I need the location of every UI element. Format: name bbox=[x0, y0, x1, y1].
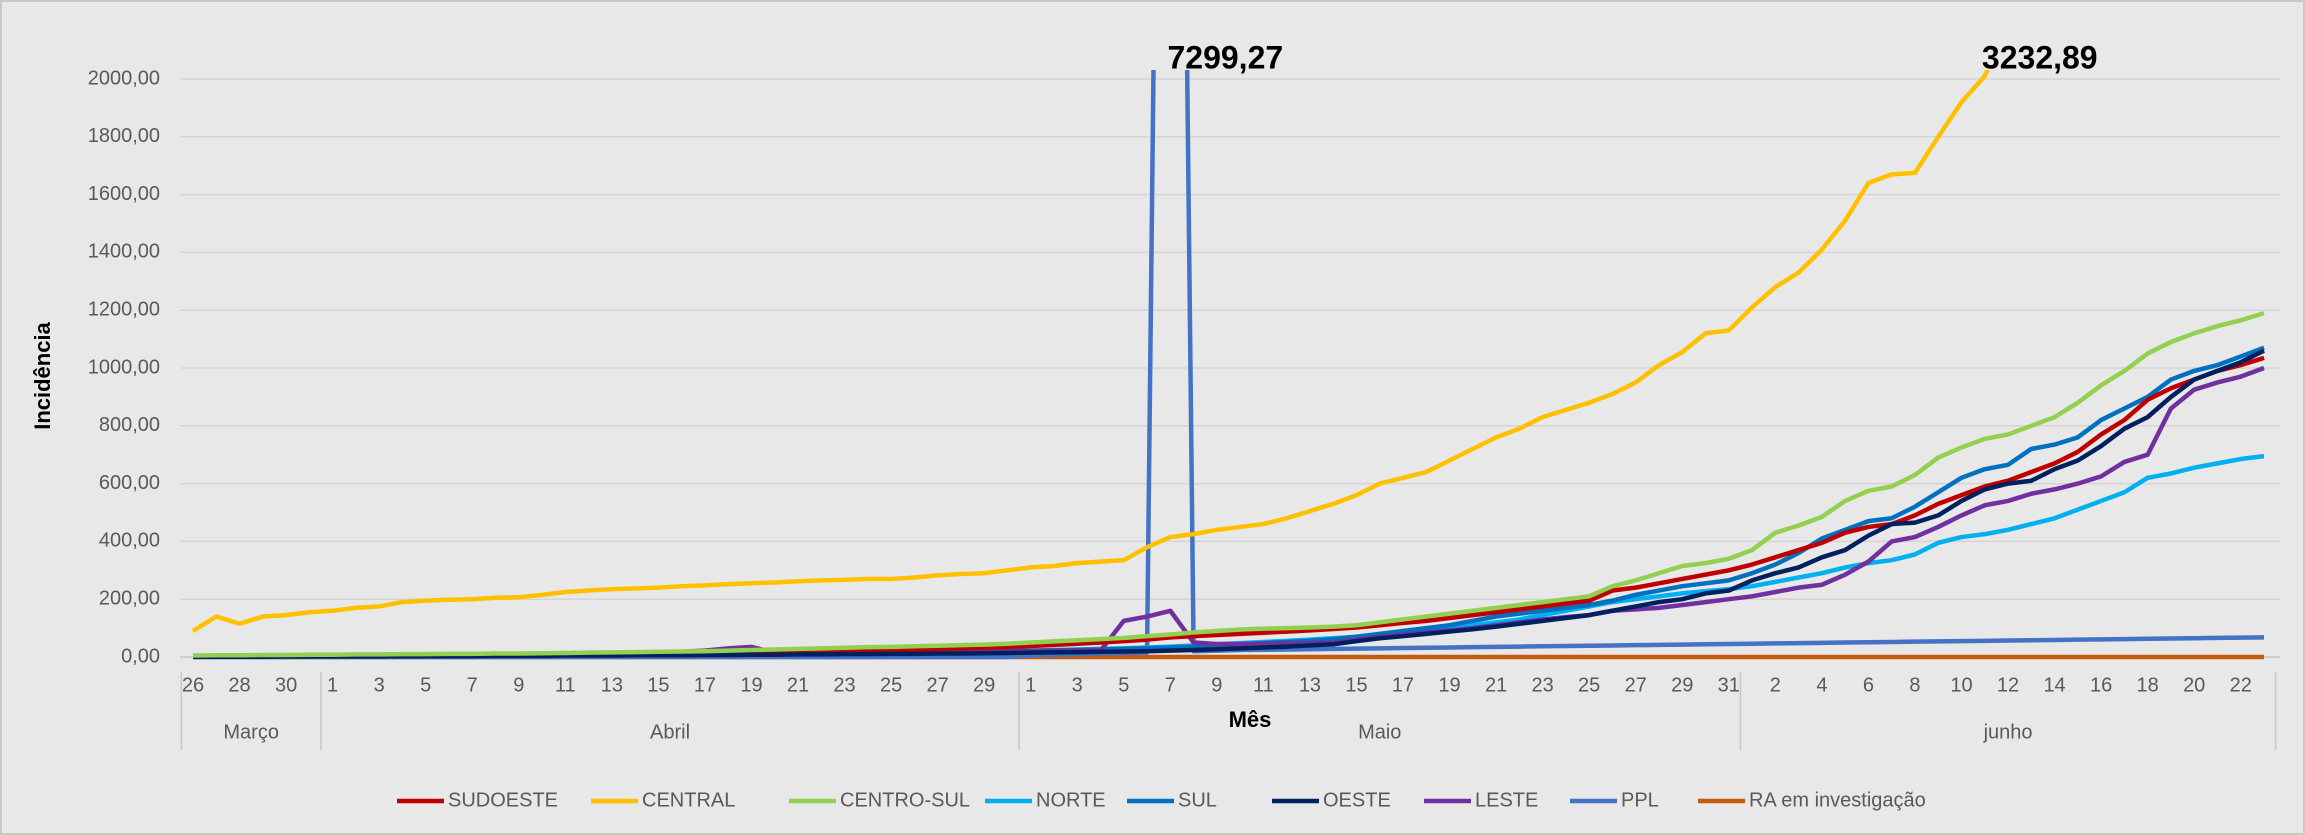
y-tick-label: 1000,00 bbox=[88, 356, 160, 378]
x-tick-label: 15 bbox=[647, 674, 669, 696]
x-tick-label: 17 bbox=[1392, 674, 1414, 696]
x-tick-label: 1 bbox=[327, 674, 338, 696]
y-tick-label: 1400,00 bbox=[88, 241, 160, 263]
x-tick-label: 30 bbox=[275, 674, 297, 696]
x-tick-label: 20 bbox=[2183, 674, 2205, 696]
x-tick-label: 11 bbox=[555, 674, 576, 696]
series-line bbox=[193, 345, 2265, 659]
plot-lines bbox=[191, 70, 2266, 660]
series-line bbox=[193, 453, 2265, 659]
series-line bbox=[191, 70, 1990, 633]
x-tick-label: 19 bbox=[740, 674, 762, 696]
x-tick-label: 10 bbox=[1950, 674, 1972, 696]
x-tick-label: 27 bbox=[927, 674, 949, 696]
legend-label: LESTE bbox=[1475, 789, 1538, 811]
x-tick-label: 31 bbox=[1718, 674, 1740, 696]
y-tick-label: 800,00 bbox=[99, 414, 160, 436]
x-tick-label: 4 bbox=[1816, 674, 1827, 696]
x-tick-label: 11 bbox=[1253, 674, 1274, 696]
x-tick-label: 12 bbox=[1997, 674, 2019, 696]
y-tick-label: 2000,00 bbox=[88, 67, 160, 89]
series-line bbox=[192, 310, 2265, 658]
x-tick-label: 7 bbox=[1165, 674, 1176, 696]
y-tick-label: 1200,00 bbox=[88, 298, 160, 320]
y-tick-label: 0,00 bbox=[121, 645, 160, 667]
x-tick-label: 23 bbox=[1532, 674, 1554, 696]
annotation: 3232,89 bbox=[1982, 39, 2098, 75]
y-axis-label: Incidência bbox=[30, 321, 55, 429]
x-tick-label: 21 bbox=[787, 674, 809, 696]
y-tick-label: 400,00 bbox=[99, 530, 160, 552]
month-label: junho bbox=[1983, 721, 2033, 743]
x-tick-label: 2 bbox=[1770, 674, 1781, 696]
month-label: Março bbox=[223, 721, 279, 743]
x-tick-label: 15 bbox=[1345, 674, 1367, 696]
x-tick-label: 29 bbox=[973, 674, 995, 696]
x-tick-label: 5 bbox=[1118, 674, 1129, 696]
x-tick-label: 8 bbox=[1909, 674, 1920, 696]
x-tick-label: 9 bbox=[1211, 674, 1222, 696]
x-axis-label: Mês bbox=[1229, 707, 1272, 732]
x-tick-label: 21 bbox=[1485, 674, 1507, 696]
y-tick-label: 1800,00 bbox=[88, 125, 160, 147]
legend-label: SUDOESTE bbox=[448, 789, 558, 811]
x-tick-label: 5 bbox=[420, 674, 431, 696]
x-tick-label: 19 bbox=[1438, 674, 1460, 696]
x-tick-label: 9 bbox=[513, 674, 524, 696]
legend-label: CENTRO-SUL bbox=[840, 789, 970, 811]
month-label: Abril bbox=[650, 721, 690, 743]
x-tick-label: 29 bbox=[1671, 674, 1693, 696]
legend-label: NORTE bbox=[1036, 789, 1106, 811]
month-label: Maio bbox=[1358, 721, 1401, 743]
x-tick-label: 7 bbox=[467, 674, 478, 696]
x-tick-label: 25 bbox=[1578, 674, 1600, 696]
annotation: 7299,27 bbox=[1167, 39, 1283, 75]
x-tick-label: 28 bbox=[228, 674, 250, 696]
legend-label: OESTE bbox=[1323, 789, 1391, 811]
legend-label: PPL bbox=[1621, 789, 1659, 811]
x-tick-label: 1 bbox=[1025, 674, 1036, 696]
x-tick-label: 6 bbox=[1863, 674, 1874, 696]
y-tick-label: 600,00 bbox=[99, 472, 160, 494]
legend-label: SUL bbox=[1178, 789, 1217, 811]
x-tick-label: 3 bbox=[1072, 674, 1083, 696]
x-tick-label: 22 bbox=[2230, 674, 2252, 696]
x-tick-label: 17 bbox=[694, 674, 716, 696]
x-tick-label: 26 bbox=[182, 674, 204, 696]
x-tick-label: 25 bbox=[880, 674, 902, 696]
series-line bbox=[193, 348, 2266, 659]
x-tick-label: 18 bbox=[2137, 674, 2159, 696]
y-tick-label: 200,00 bbox=[99, 587, 160, 609]
x-tick-label: 13 bbox=[1299, 674, 1321, 696]
series-line bbox=[193, 70, 2265, 660]
legend-label: RA em investigação bbox=[1749, 789, 1926, 811]
x-tick-label: 16 bbox=[2090, 674, 2112, 696]
x-tick-label: 3 bbox=[374, 674, 385, 696]
x-tick-label: 13 bbox=[601, 674, 623, 696]
y-tick-label: 1600,00 bbox=[88, 183, 160, 205]
x-tick-label: 23 bbox=[833, 674, 855, 696]
x-tick-label: 27 bbox=[1625, 674, 1647, 696]
legend-label: CENTRAL bbox=[642, 789, 735, 811]
series-line bbox=[193, 365, 2265, 659]
x-tick-label: 14 bbox=[2043, 674, 2065, 696]
